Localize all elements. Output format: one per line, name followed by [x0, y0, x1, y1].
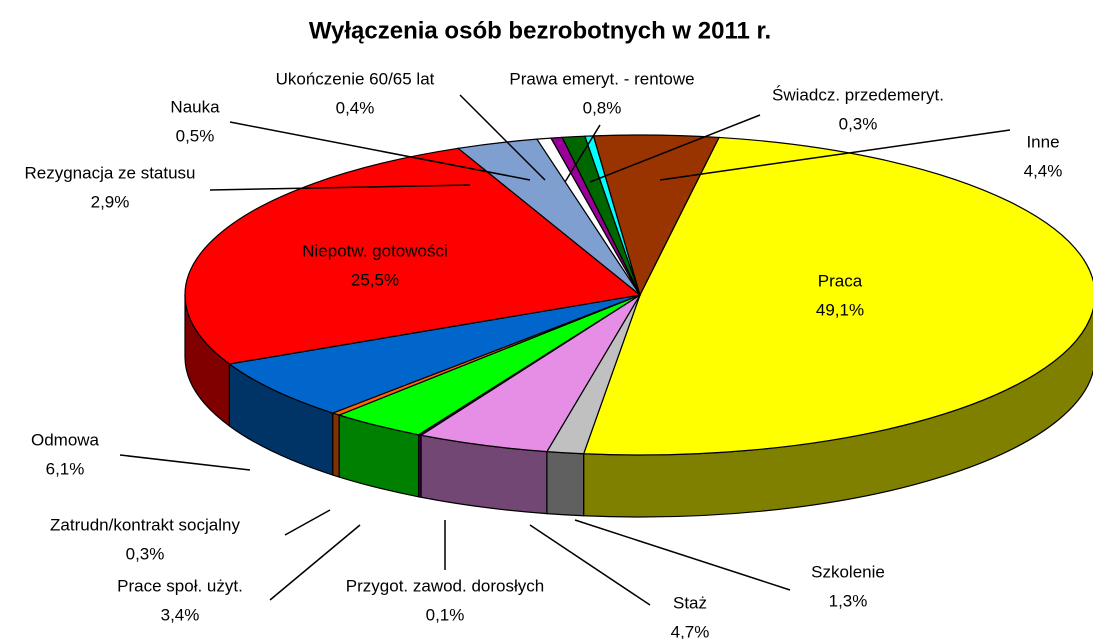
value-label: 2,9%	[91, 192, 130, 211]
value-label: 49,1%	[816, 300, 864, 319]
slice	[227, 294, 641, 414]
slice-label: Prace społ. użyt.	[117, 576, 243, 595]
leader-line	[589, 114, 761, 183]
chart-title: Wyłączenia osób bezrobotnych w 2011 r.	[309, 17, 771, 44]
leader-line	[209, 184, 471, 191]
slice-label: Nauka	[170, 97, 220, 116]
slice	[582, 136, 1093, 456]
leader-line	[564, 124, 601, 183]
leader-line	[659, 129, 1011, 181]
slice-side	[332, 412, 340, 478]
leader-line	[229, 121, 531, 181]
value-label: 6,1%	[46, 459, 85, 478]
value-label: 0,1%	[426, 605, 465, 624]
value-label: 4,4%	[1024, 161, 1063, 180]
value-label: 4,7%	[671, 622, 710, 639]
slice-label: Praca	[818, 271, 863, 290]
value-label: 0,8%	[583, 98, 622, 117]
value-label: 0,5%	[176, 126, 215, 145]
leader-line	[529, 524, 651, 606]
slice-label: Szkolenie	[811, 562, 885, 581]
leader-line	[284, 509, 331, 536]
slice-label: Staż	[673, 593, 707, 612]
value-label: 0,3%	[839, 114, 878, 133]
value-label: 1,3%	[829, 591, 868, 610]
slice-label: Odmowa	[31, 430, 100, 449]
value-label: 0,4%	[336, 98, 375, 117]
slice-label: Niepotw. gotowości	[302, 241, 448, 260]
leader-line	[269, 524, 361, 601]
slice-label: Świadcz. przedemeryt.	[772, 85, 944, 104]
slice-label: Zatrudn/kontrakt socjalny	[50, 515, 240, 534]
slice-label: Rezygnacja ze statusu	[24, 163, 195, 182]
slice	[184, 147, 642, 365]
slice-label: Przygot. zawod. dorosłych	[346, 576, 544, 595]
value-label: 25,5%	[351, 270, 399, 289]
value-label: 0,3%	[126, 544, 165, 563]
slice-label: Prawa emeryt. - rentowe	[509, 69, 694, 88]
slice-label: Ukończenie 60/65 lat	[276, 69, 435, 88]
leader-line	[119, 454, 251, 471]
leader-line	[574, 519, 791, 591]
leader-line	[459, 94, 546, 181]
value-label: 3,4%	[161, 605, 200, 624]
slice-label: Inne	[1026, 132, 1059, 151]
slice-side	[546, 450, 585, 517]
